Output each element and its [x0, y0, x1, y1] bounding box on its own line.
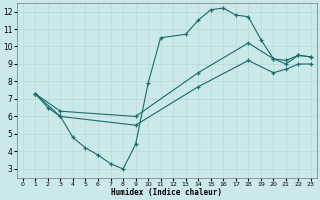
- X-axis label: Humidex (Indice chaleur): Humidex (Indice chaleur): [111, 188, 222, 197]
